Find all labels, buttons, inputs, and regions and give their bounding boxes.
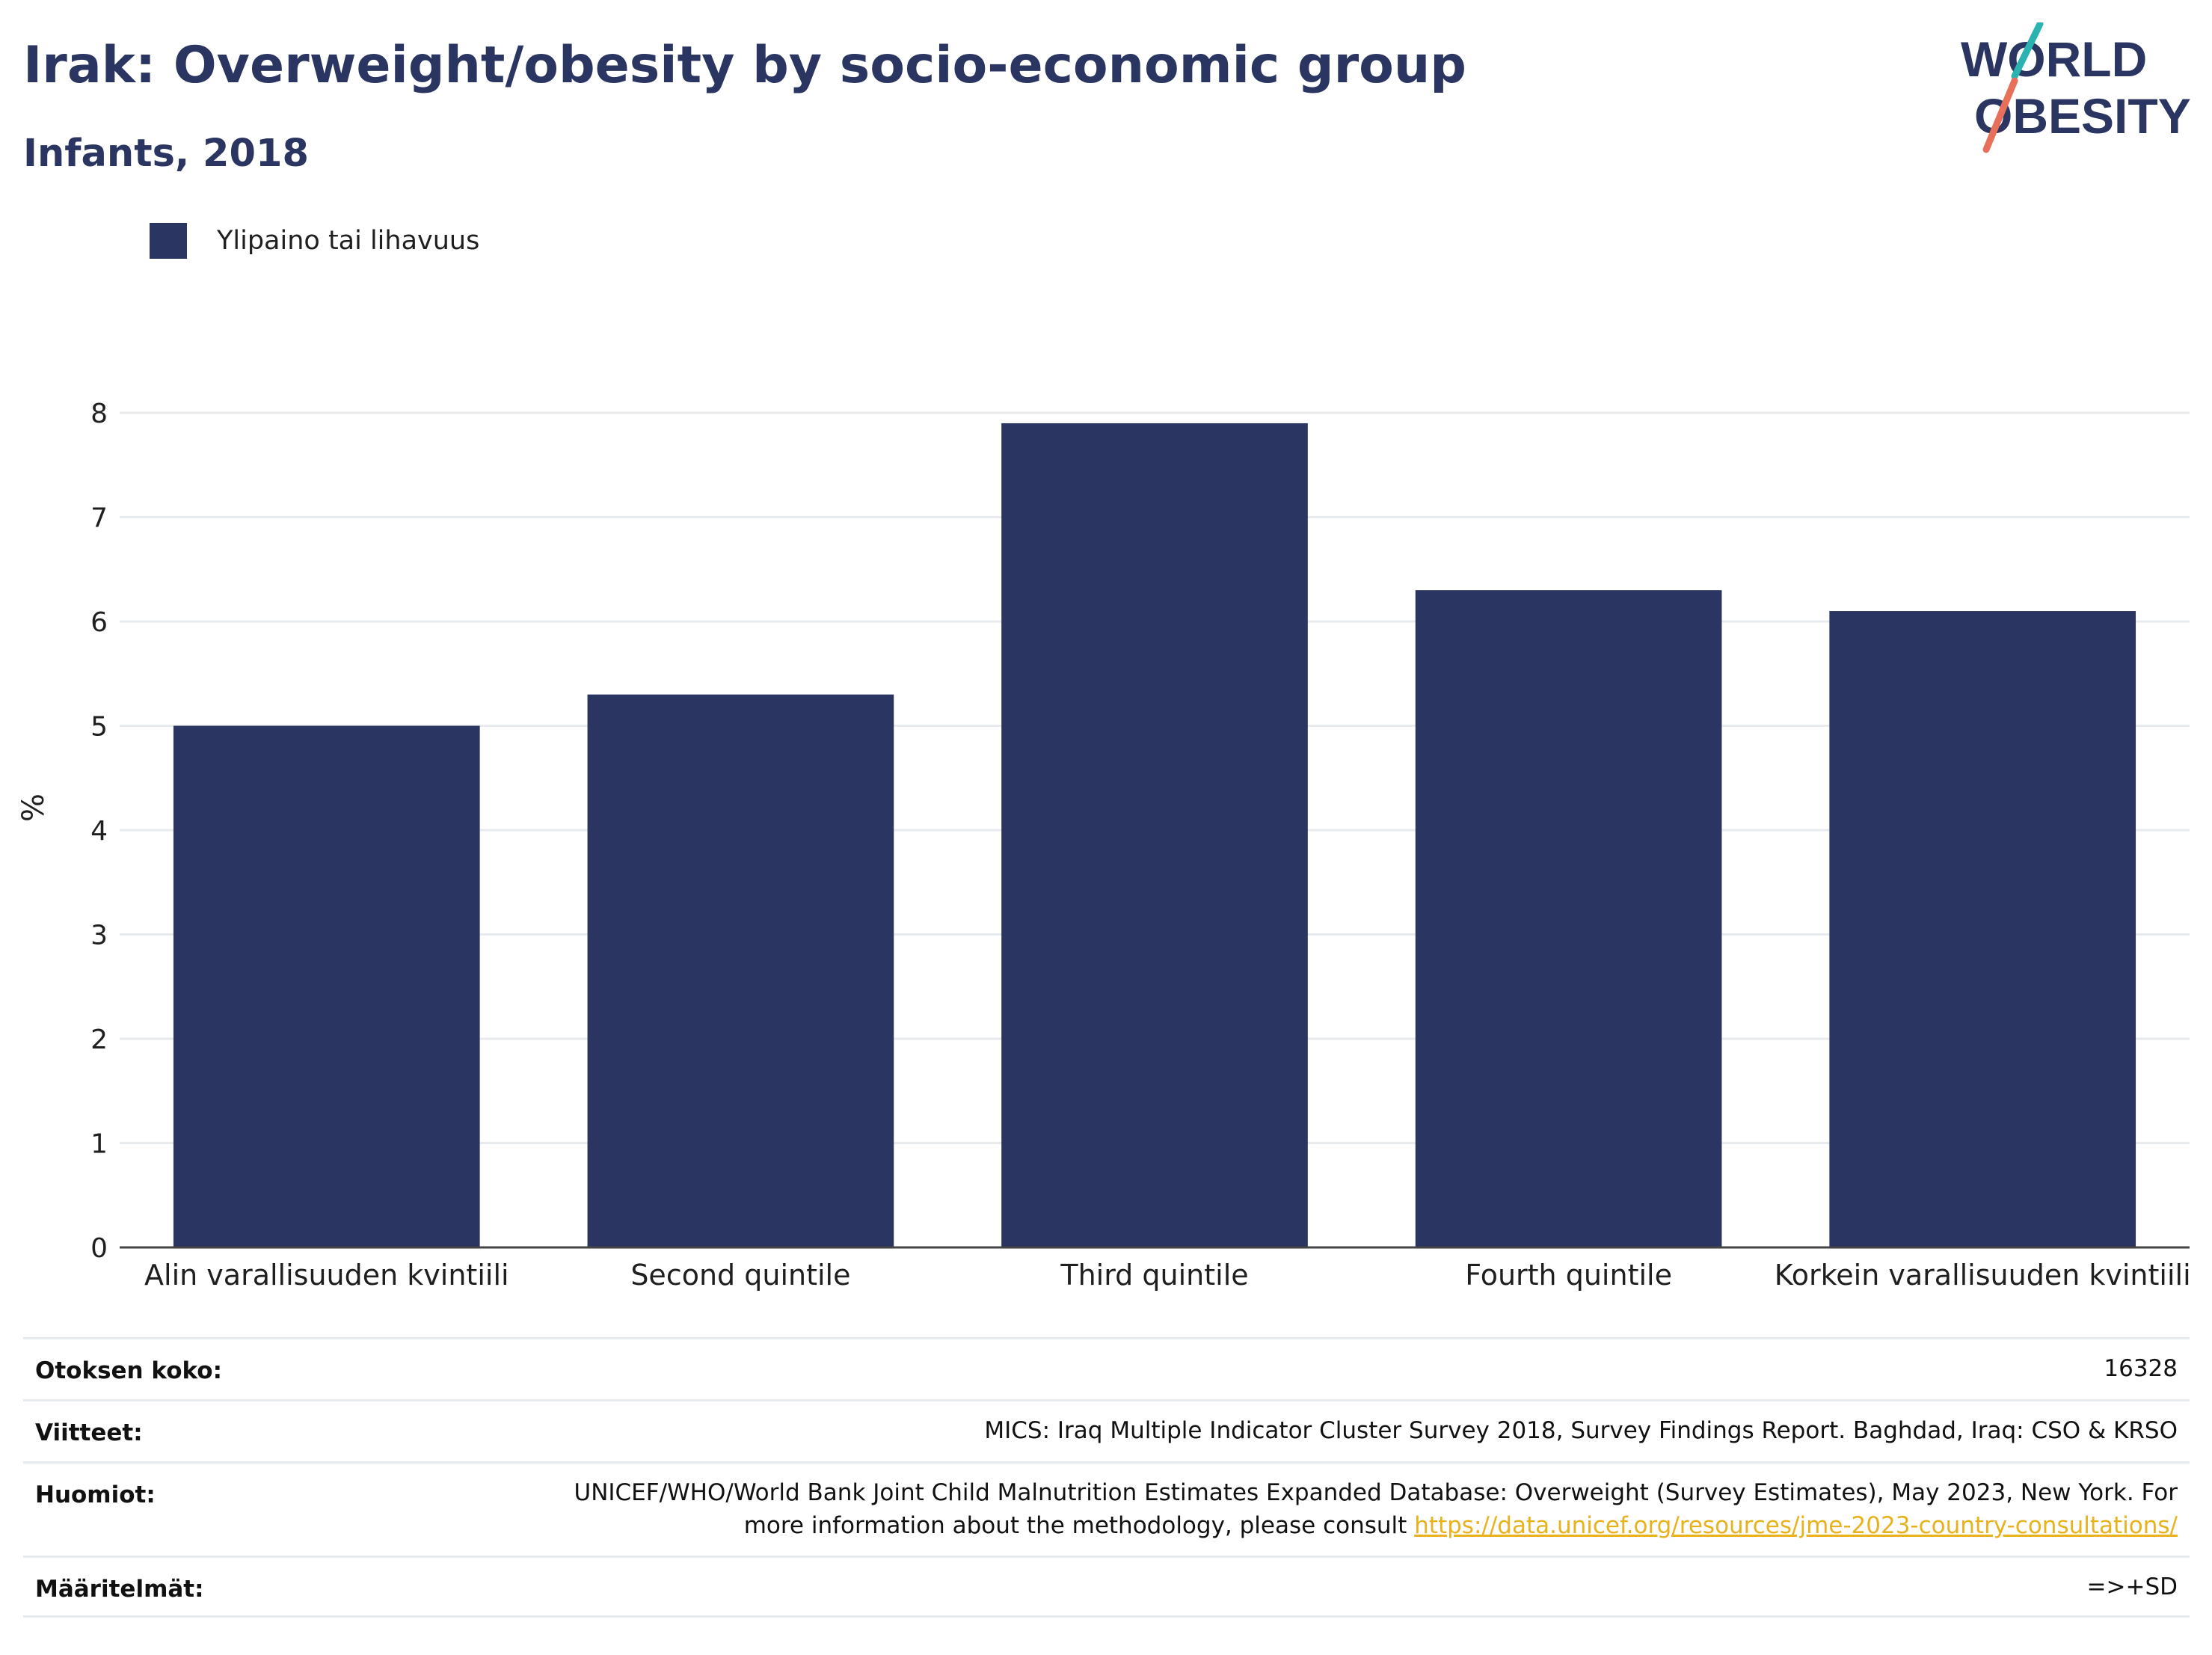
references-label: Viitteet: [35,1419,143,1446]
logo-line1: WORLD [1961,31,2147,87]
y-tick-label: 4 [90,816,108,847]
bar-chart: 0 1 2 3 4 5 6 7 8 Alin varallisuuden kvintiili Sec… [16,399,2191,1292]
notes-label: Huomiot: [35,1481,156,1508]
notes-text: UNICEF/WHO/World Bank Joint Child Malnut… [574,1479,2178,1539]
references-row: Viitteet: MICS: Iraq Multiple Indicator … [23,1399,2190,1461]
y-tick-label: 5 [90,712,108,743]
y-tick-label: 1 [90,1129,108,1160]
y-tick-label: 0 [90,1233,108,1264]
chart-subtitle: Infants, 2018 [23,132,310,176]
bar [1001,423,1308,1248]
definitions-value: =>+SD [2086,1573,2178,1600]
info-table: Otoksen koko: 16328 Viitteet: MICS: Iraq… [23,1337,2190,1618]
sample-size-row: Otoksen koko: 16328 [23,1337,2190,1399]
x-tick-label: Alin varallisuuden kvintiili [144,1259,509,1292]
bar [1829,611,2136,1247]
y-axis-label: % [16,793,51,822]
bar [587,694,894,1247]
legend-swatch [150,223,187,259]
sample-size-label: Otoksen koko: [35,1357,222,1384]
bar [1415,590,1722,1247]
x-tick-label: Second quintile [630,1259,850,1292]
sample-size-value: 16328 [2104,1355,2178,1382]
x-tick-label: Fourth quintile [1465,1259,1672,1292]
methodology-link[interactable]: https://data.unicef.org/resources/jme-20… [1414,1512,2178,1539]
definitions-row: Määritelmät: =>+SD [23,1556,2190,1618]
notes-value: UNICEF/WHO/World Bank Joint Child Malnut… [570,1464,2178,1556]
definitions-label: Määritelmät: [35,1576,204,1603]
y-tick-label: 3 [90,921,108,951]
world-obesity-logo: WORLD OBESITY [1961,22,2191,153]
legend: Ylipaino tai lihavuus [150,222,479,260]
references-value: MICS: Iraq Multiple Indicator Cluster Su… [984,1417,2178,1444]
y-tick-label: 7 [90,503,108,534]
x-tick-label: Korkein varallisuuden kvintiili [1775,1259,2191,1292]
y-tick-label: 8 [90,399,108,429]
notes-row: Huomiot: UNICEF/WHO/World Bank Joint Chi… [23,1461,2190,1556]
x-tick-label: Third quintile [1060,1259,1248,1292]
chart-title: Irak: Overweight/obesity by socio-econom… [23,36,1466,95]
legend-label: Ylipaino tai lihavuus [217,226,480,256]
bar [173,725,480,1247]
y-tick-label: 2 [90,1025,108,1055]
y-tick-label: 6 [90,607,108,638]
